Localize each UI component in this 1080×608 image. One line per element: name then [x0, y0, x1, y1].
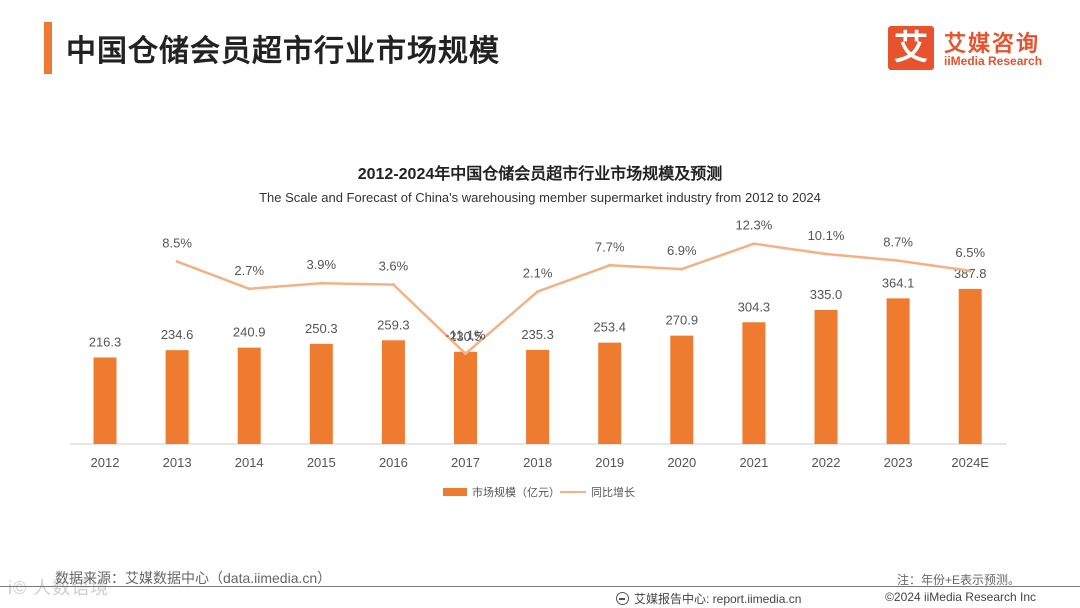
x-tick-2013: 2013	[163, 455, 192, 470]
growth-label-2022: 10.1%	[808, 228, 845, 243]
growth-line	[176, 242, 971, 355]
growth-point-2018	[536, 290, 540, 294]
iimedia-logo: 艾 艾媒咨询 iiMedia Research	[888, 26, 1064, 72]
bar-2015	[309, 343, 333, 444]
growth-point-2020	[680, 267, 684, 271]
bar-2021	[742, 322, 766, 444]
growth-label-2014: 2.7%	[234, 263, 264, 278]
bar-label-2023: 364.1	[882, 275, 915, 290]
x-tick-2012: 2012	[91, 455, 120, 470]
chart-legend: 市场规模（亿元） 同比增长	[0, 484, 1080, 500]
bar-2014	[237, 347, 261, 444]
logo-english-name: iiMedia Research	[944, 54, 1043, 68]
footer-report-center-text: 艾媒报告中心: report.iimedia.cn	[634, 592, 802, 606]
x-tick-2015: 2015	[307, 455, 336, 470]
title-accent-bar	[44, 22, 52, 74]
x-tick-2019: 2019	[595, 455, 624, 470]
x-tick-2021: 2021	[739, 455, 768, 470]
bar-2019	[598, 342, 622, 444]
chart-title: 2012-2024年中国仓储会员超市行业市场规模及预测	[357, 166, 723, 183]
logo-mark-icon: 艾	[888, 26, 934, 70]
x-tick-2022: 2022	[812, 455, 841, 470]
data-source: 数据来源：艾媒数据中心（data.iimedia.cn）	[55, 570, 332, 586]
growth-label-2017: -11.1%	[445, 328, 486, 343]
x-tick-2020: 2020	[667, 455, 696, 470]
growth-label-2016: 3.6%	[379, 259, 409, 274]
growth-label-2023: 8.7%	[883, 235, 913, 250]
bar-2017	[454, 351, 477, 444]
growth-point-2022	[824, 252, 828, 256]
growth-point-2019	[608, 263, 612, 267]
growth-point-2016	[391, 283, 395, 287]
bar-label-2013: 234.6	[161, 327, 194, 342]
x-tick-2024E: 2024E	[951, 455, 989, 470]
bar-label-2012: 216.3	[89, 334, 122, 349]
growth-point-2014	[247, 287, 251, 291]
bar-label-2020: 270.9	[666, 313, 699, 328]
bar-label-2021: 304.3	[738, 299, 771, 314]
bar-label-2019: 253.4	[593, 320, 626, 335]
legend-item-market-size: 市场规模（亿元）	[443, 484, 560, 500]
bar-2024E	[958, 288, 982, 444]
footer-divider	[0, 586, 1080, 587]
x-tick-2016: 2016	[379, 455, 408, 470]
bar-2013	[165, 350, 189, 444]
growth-point-2024E	[968, 269, 972, 273]
forecast-note: 注：年份+E表示预测。	[896, 573, 1020, 587]
growth-point-2013	[175, 260, 179, 264]
bar-2012	[93, 357, 117, 444]
growth-label-2013: 8.5%	[162, 236, 192, 251]
watermark: i© 人数语境	[8, 578, 110, 598]
bar-label-2016: 259.3	[377, 317, 410, 332]
x-tick-2018: 2018	[523, 455, 552, 470]
legend-line-swatch-icon	[560, 491, 586, 493]
growth-label-2020: 6.9%	[667, 243, 697, 258]
bar-2022	[814, 310, 838, 444]
growth-point-2023	[896, 259, 900, 263]
growth-label-2024E: 6.5%	[955, 245, 985, 260]
bar-2018	[526, 349, 550, 444]
footer-copyright: ©2024 iiMedia Research Inc	[885, 590, 1036, 604]
bar-2020	[670, 335, 694, 444]
growth-label-2019: 7.7%	[595, 239, 625, 254]
x-tick-2023: 2023	[884, 455, 913, 470]
page-title: 中国仓储会员超市行业市场规模	[66, 35, 500, 68]
globe-icon	[616, 592, 629, 605]
footer-report-center: 艾媒报告中心: report.iimedia.cn	[616, 590, 801, 607]
legend-item-yoy-growth: 同比增长	[560, 484, 635, 500]
growth-label-2018: 2.1%	[523, 266, 553, 281]
bar-2016	[381, 340, 405, 444]
bar-label-2018: 235.3	[521, 327, 554, 342]
bar-label-2017: 230.5	[449, 329, 482, 344]
bar-2023	[886, 298, 910, 444]
legend-bar-swatch-icon	[443, 488, 467, 496]
logo-chinese-name: 艾媒咨询	[944, 31, 1041, 56]
chart-subtitle: The Scale and Forecast of China's wareho…	[259, 190, 821, 205]
bar-label-2014: 240.9	[233, 325, 266, 340]
growth-label-2015: 3.9%	[306, 257, 336, 272]
bar-label-2015: 250.3	[305, 321, 338, 336]
bar-label-2022: 335.0	[810, 287, 843, 302]
growth-point-2021	[752, 242, 756, 246]
legend-label-market-size: 市场规模（亿元）	[472, 487, 560, 499]
legend-label-yoy-growth: 同比增长	[591, 487, 635, 499]
growth-label-2021: 12.3%	[735, 218, 772, 233]
growth-point-2017	[464, 352, 467, 356]
growth-point-2015	[319, 281, 323, 285]
x-tick-2014: 2014	[235, 455, 264, 470]
x-tick-2017: 2017	[451, 455, 480, 470]
